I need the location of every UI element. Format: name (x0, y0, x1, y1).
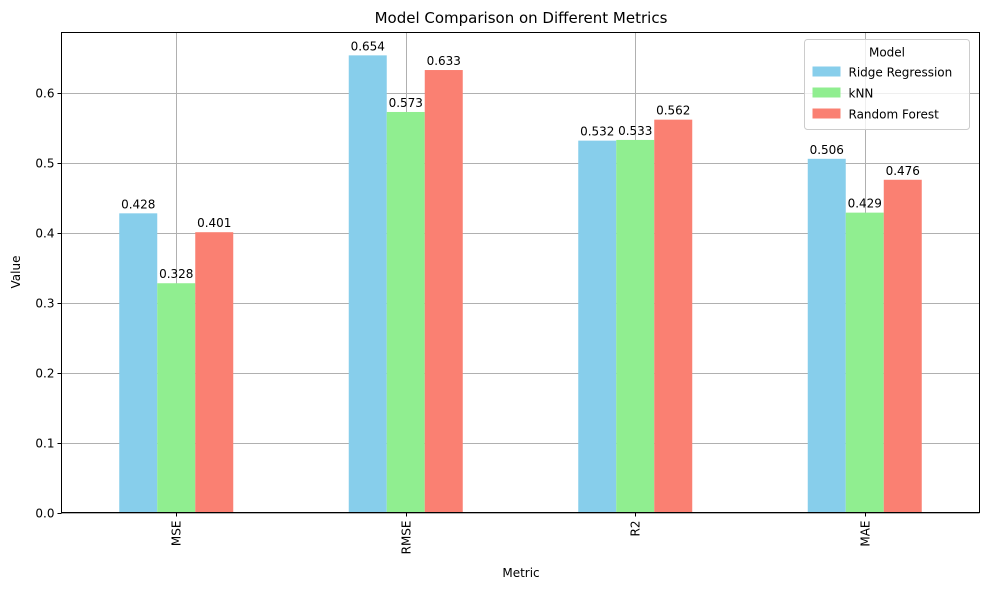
data-label: 0.476 (886, 164, 920, 178)
y-tick-label: 0.2 (35, 367, 54, 381)
bar (616, 139, 655, 513)
y-tick-label: 0.3 (35, 297, 54, 311)
data-label: 0.401 (197, 216, 231, 230)
data-label: 0.429 (848, 197, 882, 211)
data-label: 0.633 (427, 54, 461, 68)
legend-swatch (812, 66, 841, 77)
data-labels: 0.428 0.654 0.532 0.506 0.328 0.573 0.533 0.429… (121, 39, 920, 281)
chart-title: Model Comparison on Different Metrics (375, 9, 668, 27)
legend-item-label: Random Forest (849, 108, 940, 122)
bars (119, 55, 922, 513)
bar (424, 70, 463, 513)
bar (654, 119, 693, 513)
data-label: 0.428 (121, 197, 155, 211)
x-tick-label: MAE (859, 521, 873, 547)
legend-swatch (812, 108, 841, 119)
data-label: 0.533 (618, 124, 652, 138)
legend: Model Ridge Regression kNN Random Forest (804, 39, 970, 130)
x-tick-label: MSE (170, 521, 184, 547)
bar (386, 111, 425, 513)
x-axis-label: Metric (502, 566, 539, 580)
y-tick-label: 0.5 (35, 157, 54, 171)
y-tick-label: 0.4 (35, 227, 54, 241)
x-axis: MSE RMSE R2 MAE (170, 512, 873, 555)
x-tick-label: RMSE (400, 521, 414, 555)
y-tick-label: 0.0 (35, 507, 54, 521)
legend-title: Model (869, 46, 905, 60)
y-axis: 0.0 0.1 0.2 0.3 0.4 0.5 0.6 (35, 87, 62, 521)
y-tick-label: 0.1 (35, 437, 54, 451)
data-label: 0.573 (389, 96, 423, 110)
legend-box (804, 39, 970, 130)
data-label: 0.654 (351, 39, 385, 53)
bar (195, 232, 234, 513)
legend-swatch (812, 87, 841, 98)
y-tick-label: 0.6 (35, 87, 54, 101)
bar (157, 283, 196, 513)
legend-item-label: kNN (849, 87, 874, 101)
bar (348, 55, 387, 513)
data-label: 0.506 (810, 143, 844, 157)
data-label: 0.328 (159, 267, 193, 281)
bar (119, 213, 158, 513)
bar (578, 140, 617, 513)
data-label: 0.562 (656, 104, 690, 118)
bar (807, 158, 846, 513)
plot-frame (61, 32, 980, 513)
bar (883, 179, 922, 513)
x-tick-label: R2 (629, 521, 643, 537)
bar (845, 212, 884, 513)
legend-item-label: Ridge Regression (849, 66, 953, 80)
y-axis-label: Value (9, 256, 23, 289)
data-label: 0.532 (580, 125, 614, 139)
